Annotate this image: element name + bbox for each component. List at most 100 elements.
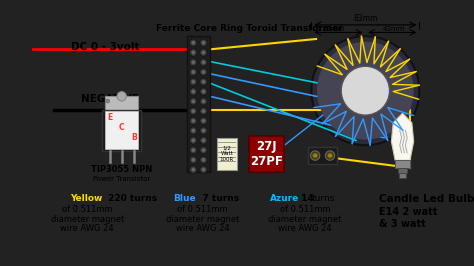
Circle shape [317,42,414,140]
Text: Power Transistor: Power Transistor [93,176,150,182]
Circle shape [191,99,195,103]
Circle shape [200,68,207,76]
Circle shape [201,80,206,84]
Circle shape [201,41,206,45]
Bar [395,160,410,168]
Bar [399,173,406,178]
Text: TIP3055 NPN: TIP3055 NPN [91,165,152,173]
Text: of 0.511mm: of 0.511mm [280,205,330,214]
Text: diameter magnet: diameter magnet [166,215,239,224]
Bar [105,111,138,149]
Circle shape [200,117,207,124]
Text: & 3 watt: & 3 watt [379,219,426,228]
Circle shape [310,151,320,160]
Circle shape [201,109,206,113]
Bar [187,36,210,172]
Text: Blue: Blue [173,194,195,203]
Circle shape [200,146,207,154]
Circle shape [190,156,197,164]
Text: 83mm: 83mm [353,14,377,23]
Text: B: B [131,133,137,142]
Circle shape [106,99,109,103]
Circle shape [201,51,206,55]
Circle shape [190,127,197,134]
Text: Yellow: Yellow [71,194,103,203]
Text: 220 turns: 220 turns [105,194,157,203]
Circle shape [190,137,197,144]
Text: of 0.511mm: of 0.511mm [62,205,113,214]
Text: 27J
27PF: 27J 27PF [250,140,283,168]
Circle shape [191,70,195,74]
Text: diameter magnet: diameter magnet [268,215,342,224]
Text: Azure: Azure [270,194,299,203]
Text: 14: 14 [298,194,314,203]
Circle shape [191,80,195,84]
Circle shape [117,92,127,101]
Circle shape [200,166,207,173]
Text: 43mm: 43mm [383,26,405,32]
Circle shape [201,128,206,133]
Text: wire AWG 24: wire AWG 24 [176,224,229,233]
Circle shape [191,89,195,94]
Circle shape [201,168,206,172]
Circle shape [200,107,207,115]
Bar [217,138,237,170]
Text: C: C [119,123,125,132]
Bar [249,136,284,172]
Circle shape [190,146,197,154]
Circle shape [191,138,195,143]
Circle shape [191,60,195,64]
Circle shape [190,68,197,76]
Circle shape [328,153,332,158]
Circle shape [190,117,197,124]
Bar [105,96,138,111]
Circle shape [190,107,197,115]
Text: Ferrite Core Ring Toroid Transformer: Ferrite Core Ring Toroid Transformer [155,24,343,33]
Text: 20mm: 20mm [322,26,345,32]
Text: wire AWG 24: wire AWG 24 [278,224,332,233]
Circle shape [201,60,206,64]
Circle shape [201,158,206,162]
Circle shape [311,36,419,145]
Circle shape [200,88,207,95]
Circle shape [341,66,390,115]
Circle shape [200,59,207,66]
Circle shape [191,148,195,152]
Bar [102,110,141,151]
Bar [398,168,407,173]
Circle shape [191,128,195,133]
Circle shape [190,166,197,173]
Text: 1/2
Watt
100R: 1/2 Watt 100R [219,146,234,162]
Circle shape [200,39,207,47]
Circle shape [200,127,207,134]
Text: wire AWG 24: wire AWG 24 [61,224,114,233]
Text: E: E [107,113,112,122]
Circle shape [200,156,207,164]
Circle shape [191,158,195,162]
Text: diameter magnet: diameter magnet [51,215,124,224]
Circle shape [200,78,207,86]
Circle shape [190,49,197,56]
Circle shape [200,98,207,105]
Circle shape [191,41,195,45]
Circle shape [201,99,206,103]
Circle shape [201,148,206,152]
Circle shape [201,89,206,94]
Circle shape [190,39,197,47]
Circle shape [190,59,197,66]
Circle shape [190,98,197,105]
Circle shape [190,88,197,95]
Circle shape [201,119,206,123]
Text: 7 turns: 7 turns [193,194,239,203]
Circle shape [313,153,318,158]
Circle shape [200,49,207,56]
Circle shape [191,109,195,113]
Text: turns: turns [311,194,335,203]
Circle shape [191,168,195,172]
Polygon shape [392,113,414,160]
Circle shape [190,78,197,86]
Circle shape [201,138,206,143]
Circle shape [201,70,206,74]
Text: NEGATIVE: NEGATIVE [81,94,138,104]
Circle shape [191,51,195,55]
